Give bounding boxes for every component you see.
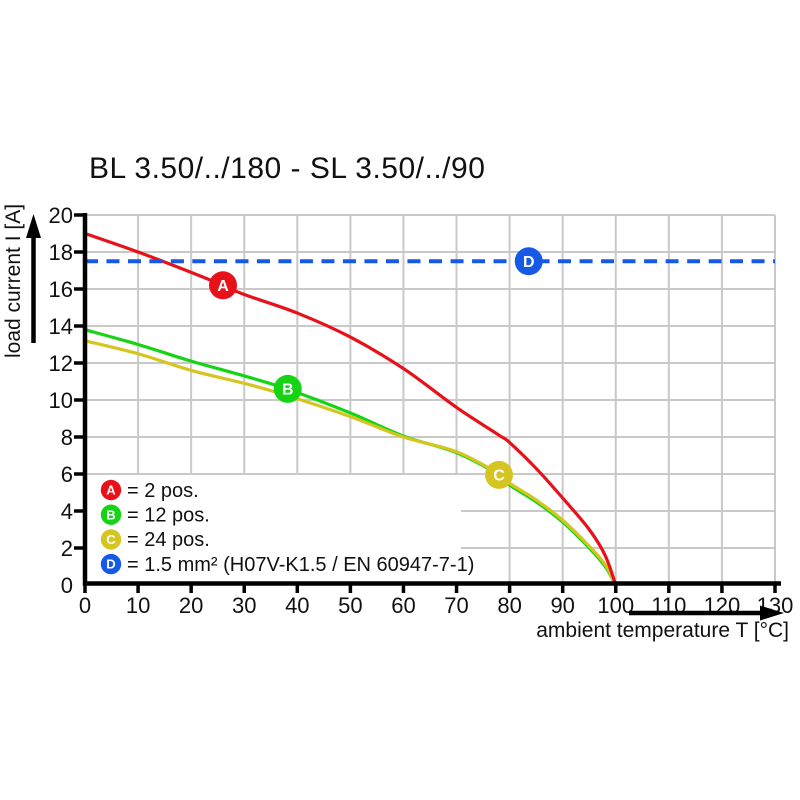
legend-marker-icon — [100, 479, 122, 501]
svg-text:50: 50 — [338, 593, 362, 618]
legend-item-C: C = 24 pos. — [100, 529, 210, 551]
y-tick-labels: 0 2 4 6 8 10 12 14 16 18 20 — [49, 203, 73, 598]
curve-marker-C: C — [485, 460, 513, 489]
svg-text:40: 40 — [285, 593, 309, 618]
svg-text:20: 20 — [49, 203, 73, 228]
curves — [84, 231, 775, 586]
svg-text:30: 30 — [232, 593, 256, 618]
svg-text:10: 10 — [49, 388, 73, 413]
curve-marker-letter: C — [493, 467, 505, 484]
x-tick-labels: 0 10 20 30 40 50 60 70 80 90 100 110 120 130 — [79, 593, 793, 618]
x-axis-arrow — [629, 605, 784, 621]
svg-text:20: 20 — [179, 593, 203, 618]
legend-item-label: = 24 pos. — [127, 529, 210, 551]
legend-marker-letter: A — [106, 483, 116, 498]
legend-item-D: D = 1.5 mm² (H07V-K1.5 / EN 60947-7-1) — [100, 553, 474, 576]
svg-text:0: 0 — [79, 593, 91, 618]
curve-marker-letter: B — [282, 381, 294, 398]
svg-text:18: 18 — [49, 240, 73, 265]
legend-item-label: = 1.5 mm² (H07V-K1.5 / EN 60947-7-1) — [127, 554, 474, 576]
svg-text:70: 70 — [444, 593, 468, 618]
curve-marker-letter: A — [217, 278, 229, 295]
legend-marker-letter: C — [106, 532, 116, 547]
legend-item-label: = 2 pos. — [127, 480, 199, 502]
legend-item-B: B = 12 pos. — [100, 504, 210, 527]
axes — [74, 213, 781, 593]
svg-text:14: 14 — [49, 314, 73, 339]
curve-marker-A: A — [209, 271, 237, 300]
svg-text:100: 100 — [597, 593, 634, 618]
legend-item-A: A = 2 pos. — [100, 479, 199, 502]
svg-text:8: 8 — [61, 425, 73, 450]
legend-box — [87, 475, 461, 583]
legend-item-label: = 12 pos. — [127, 505, 210, 527]
svg-text:60: 60 — [391, 593, 415, 618]
legend-marker-letter: B — [106, 507, 115, 522]
svg-text:0: 0 — [61, 573, 73, 598]
svg-text:90: 90 — [550, 593, 574, 618]
curve-marker-D: D — [514, 247, 543, 276]
curve-C — [84, 339, 618, 586]
svg-text:80: 80 — [497, 593, 521, 618]
svg-text:12: 12 — [49, 351, 73, 376]
curve-marker-B: B — [273, 374, 302, 403]
curve-A — [84, 231, 618, 586]
svg-text:6: 6 — [61, 462, 73, 487]
svg-text:16: 16 — [49, 277, 73, 302]
legend: A = 2 pos. B = 12 pos. C = 24 pos. D = 1.5 mm² … — [100, 479, 474, 576]
y-axis-arrow — [26, 214, 41, 343]
chart-title: BL 3.50/../180 - SL 3.50/../90 — [89, 152, 486, 185]
legend-marker-icon — [100, 504, 122, 525]
legend-marker-icon — [100, 553, 122, 575]
legend-marker-icon — [100, 529, 122, 550]
svg-text:2: 2 — [61, 536, 73, 561]
x-axis-label: ambient temperature T [°C] — [536, 619, 789, 642]
svg-text:10: 10 — [126, 593, 150, 618]
curve-marker-letter: D — [523, 254, 535, 271]
svg-text:4: 4 — [61, 499, 73, 524]
legend-marker-letter: D — [106, 557, 115, 572]
y-axis-label: load current I [A] — [2, 204, 25, 358]
